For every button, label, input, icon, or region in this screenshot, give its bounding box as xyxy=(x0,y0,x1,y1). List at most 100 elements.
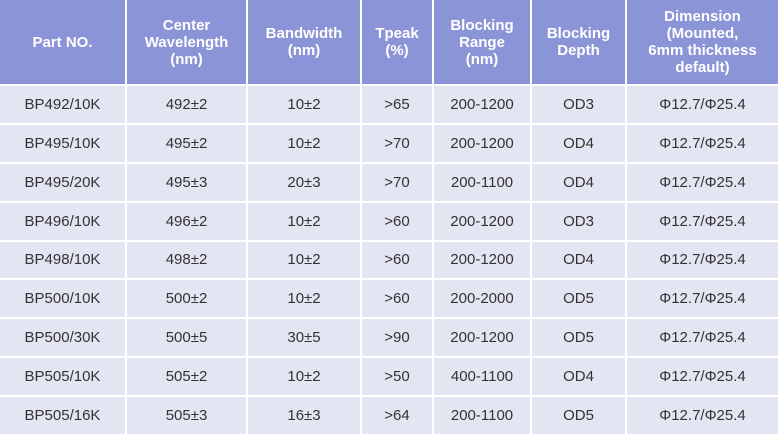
table-cell: Φ12.7/Φ25.4 xyxy=(627,163,778,201)
cell-text: 10±2 xyxy=(287,368,321,386)
cell-text: OD3 xyxy=(563,95,594,113)
header-line: Part NO. xyxy=(32,33,93,51)
table-cell: >70 xyxy=(362,124,432,162)
cell-text: BP505/10K xyxy=(24,368,101,386)
cell-text: >60 xyxy=(384,212,410,230)
table-cell: 200-2000 xyxy=(434,280,530,318)
header-line: Bandwidth xyxy=(265,25,343,42)
cell-text: >90 xyxy=(384,329,410,347)
table-cell: Φ12.7/Φ25.4 xyxy=(627,280,778,318)
table-cell: BP496/10K xyxy=(0,202,125,240)
table-cell: 200-1200 xyxy=(434,319,530,357)
cell-text: OD4 xyxy=(563,251,594,269)
table-cell: Φ12.7/Φ25.4 xyxy=(627,319,778,357)
cell-text: Φ12.7/Φ25.4 xyxy=(659,251,746,269)
cell-text: >60 xyxy=(384,251,410,269)
cell-text: 500±5 xyxy=(165,329,208,347)
cell-text: BP500/10K xyxy=(24,290,101,308)
cell-text: 10±2 xyxy=(287,134,321,152)
cell-text: 400-1100 xyxy=(450,368,514,386)
table-cell: BP492/10K xyxy=(0,86,125,123)
table-cell: 495±3 xyxy=(127,163,246,201)
table-cell: Φ12.7/Φ25.4 xyxy=(627,241,778,279)
cell-text: OD5 xyxy=(563,290,594,308)
header-cell: Bandwidth (nm) xyxy=(248,0,360,84)
table-cell: >60 xyxy=(362,280,432,318)
cell-text: 498±2 xyxy=(165,251,208,269)
cell-text: Φ12.7/Φ25.4 xyxy=(659,290,746,308)
header-line: Blocking xyxy=(546,25,611,42)
table-cell: OD4 xyxy=(532,124,625,162)
header-line: Dimension xyxy=(664,8,741,25)
cell-text: Φ12.7/Φ25.4 xyxy=(659,173,746,191)
cell-text: 10±2 xyxy=(287,290,321,308)
table-cell: OD4 xyxy=(532,358,625,396)
cell-text: 505±2 xyxy=(165,368,208,386)
table-cell: OD5 xyxy=(532,319,625,357)
cell-text: 200-1200 xyxy=(450,134,514,152)
table-cell: OD4 xyxy=(532,241,625,279)
cell-text: 16±3 xyxy=(287,407,321,425)
table-cell: 200-1200 xyxy=(434,241,530,279)
table-cell: >90 xyxy=(362,319,432,357)
header-line: (%) xyxy=(385,42,409,59)
table-cell: BP495/20K xyxy=(0,163,125,201)
cell-text: 505±3 xyxy=(165,407,208,425)
table-cell: 200-1200 xyxy=(434,124,530,162)
header-cell: Blocking Depth xyxy=(532,0,625,84)
table-cell: OD5 xyxy=(532,397,625,434)
cell-text: >50 xyxy=(384,368,410,386)
table-cell: OD3 xyxy=(532,202,625,240)
cell-text: 200-1200 xyxy=(450,329,514,347)
table-cell: OD4 xyxy=(532,163,625,201)
header-line: default) xyxy=(675,59,730,76)
cell-text: >64 xyxy=(384,407,410,425)
header-line: Tpeak xyxy=(375,25,419,42)
header-line: (nm) xyxy=(287,42,321,59)
header-cell: Tpeak (%) xyxy=(362,0,432,84)
table-cell: 30±5 xyxy=(248,319,360,357)
table-cell: Φ12.7/Φ25.4 xyxy=(627,202,778,240)
cell-text: 10±2 xyxy=(287,251,321,269)
cell-text: 495±3 xyxy=(165,173,208,191)
cell-text: BP498/10K xyxy=(24,251,101,269)
table-cell: 20±3 xyxy=(248,163,360,201)
cell-text: BP500/30K xyxy=(24,329,101,347)
cell-text: 200-2000 xyxy=(450,290,514,308)
cell-text: 10±2 xyxy=(287,95,321,113)
cell-text: >70 xyxy=(384,173,410,191)
cell-text: 200-1200 xyxy=(450,251,514,269)
table-cell: 498±2 xyxy=(127,241,246,279)
header-cell: Part NO. xyxy=(0,0,125,84)
table-cell: 200-1100 xyxy=(434,163,530,201)
table-cell: 10±2 xyxy=(248,358,360,396)
table-cell: >65 xyxy=(362,86,432,123)
cell-text: 10±2 xyxy=(287,212,321,230)
cell-text: >70 xyxy=(384,134,410,152)
cell-text: Φ12.7/Φ25.4 xyxy=(659,368,746,386)
table-cell: 10±2 xyxy=(248,86,360,123)
table-cell: 500±5 xyxy=(127,319,246,357)
cell-text: BP495/20K xyxy=(24,173,101,191)
cell-text: 200-1200 xyxy=(450,212,514,230)
cell-text: OD5 xyxy=(563,407,594,425)
header-line: (Mounted, xyxy=(666,25,739,42)
cell-text: 200-1200 xyxy=(450,95,514,113)
cell-text: OD4 xyxy=(563,134,594,152)
table-cell: Φ12.7/Φ25.4 xyxy=(627,86,778,123)
cell-text: BP495/10K xyxy=(24,134,101,152)
table-cell: 505±3 xyxy=(127,397,246,434)
table-cell: 200-1200 xyxy=(434,202,530,240)
table-cell: Φ12.7/Φ25.4 xyxy=(627,397,778,434)
cell-text: BP492/10K xyxy=(24,95,101,113)
cell-text: 500±2 xyxy=(165,290,208,308)
table-cell: BP500/10K xyxy=(0,280,125,318)
table-cell: 10±2 xyxy=(248,202,360,240)
header-line: Wavelength xyxy=(144,33,229,51)
header-line: (nm) xyxy=(465,50,499,68)
table-cell: OD5 xyxy=(532,280,625,318)
table-cell: 16±3 xyxy=(248,397,360,434)
table-cell: 500±2 xyxy=(127,280,246,318)
cell-text: OD5 xyxy=(563,329,594,347)
